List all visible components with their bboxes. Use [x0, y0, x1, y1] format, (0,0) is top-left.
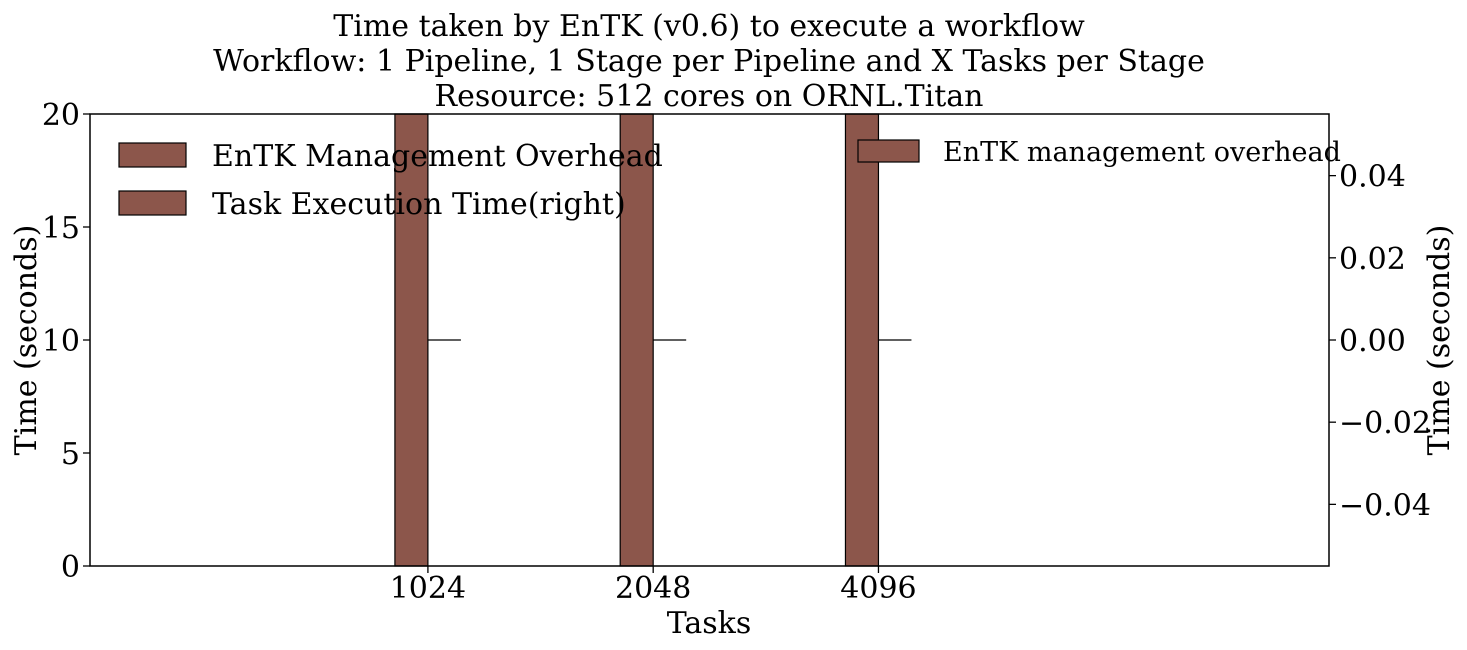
right-tick-label: −0.04 — [1339, 488, 1431, 523]
x-tick-label-2048: 2048 — [615, 571, 691, 606]
left-axis-ticks: 0 5 10 15 20 — [42, 98, 90, 585]
x-axis-ticks: 1024 2048 4096 — [390, 566, 917, 606]
left-tick-label: 0 — [61, 550, 80, 585]
x-tick-label-1024: 1024 — [390, 571, 466, 606]
y-axis-label-right: Time (seconds) — [1422, 225, 1457, 456]
right-axis-ticks: −0.04 −0.02 0.00 0.02 0.04 — [1329, 160, 1431, 523]
legend-right-swatch — [857, 139, 920, 163]
left-tick-label: 15 — [42, 211, 80, 246]
x-axis-label: Tasks — [667, 606, 752, 641]
x-tick-label-4096: 4096 — [840, 571, 916, 606]
chart-title-line-3: Resource: 512 cores on ORNL.Titan — [434, 79, 983, 114]
legend-left-swatch — [118, 190, 187, 216]
right-tick-label: 0.04 — [1339, 160, 1406, 195]
plot-frame — [89, 113, 1330, 567]
left-tick-label: 10 — [42, 324, 80, 359]
chart-title-line-2: Workflow: 1 Pipeline, 1 Stage per Pipeli… — [213, 44, 1205, 79]
legend-left-label: Task Execution Time(right) — [212, 187, 626, 222]
left-tick-label: 5 — [61, 437, 80, 472]
bar-4096 — [844, 113, 880, 567]
bars-group — [394, 113, 880, 567]
y-axis-label-left: Time (seconds) — [9, 225, 44, 456]
right-tick-label: −0.02 — [1339, 406, 1431, 441]
legend-right: EnTK management overhead — [857, 137, 1341, 168]
left-tick-label: 20 — [42, 98, 80, 133]
chart-title-line-1: Time taken by EnTK (v0.6) to execute a w… — [333, 9, 1085, 44]
right-tick-label: 0.00 — [1339, 324, 1406, 359]
bar-1024 — [394, 113, 429, 567]
legend-left-swatch — [118, 142, 187, 168]
right-tick-label: 0.02 — [1339, 242, 1406, 277]
legend-left-label: EnTK Management Overhead — [212, 139, 663, 174]
bar-2048 — [619, 113, 654, 567]
legend-right-label: EnTK management overhead — [943, 137, 1341, 168]
legend-left: EnTK Management Overhead Task Execution T… — [118, 139, 663, 222]
